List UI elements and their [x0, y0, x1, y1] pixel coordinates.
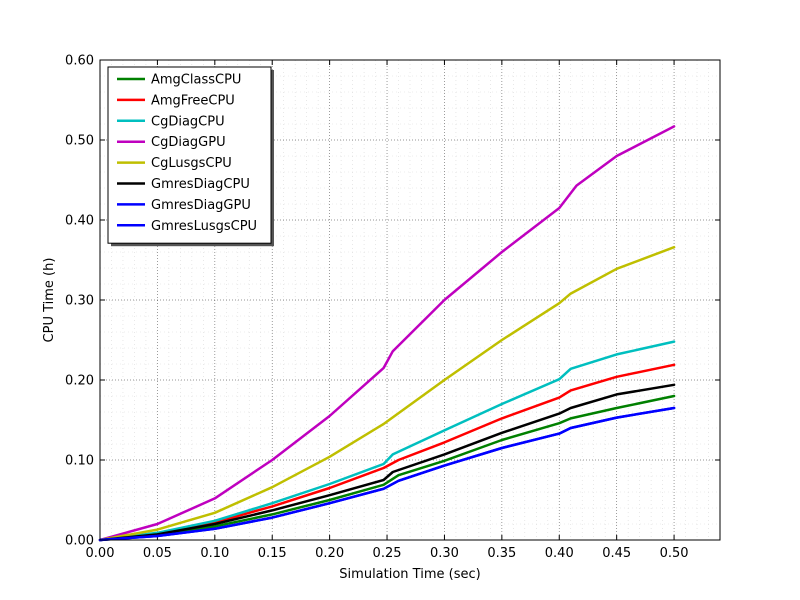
- legend-label-gmresdiaggpu: GmresDiagGPU: [151, 198, 251, 213]
- major-grid: [99, 59, 720, 541]
- y-tick-label: 0.20: [65, 374, 94, 389]
- series-lines: [98, 125, 676, 542]
- series-line-amgclasscpu: [98, 394, 676, 542]
- legend-label-cgdiaggpu: CgDiagGPU: [151, 135, 226, 150]
- series-line-gmresdiagcpu: [98, 383, 676, 542]
- x-tick-label: 0.35: [487, 546, 516, 561]
- x-tick-label: 0.30: [430, 546, 459, 561]
- series-line-cgdiagcpu: [98, 340, 676, 542]
- x-tick-label: 0.05: [143, 546, 172, 561]
- x-tick-label: 0.00: [86, 546, 115, 561]
- series-line-cgdiaggpu: [98, 125, 676, 542]
- y-tick-label: 0.30: [65, 294, 94, 309]
- axis-ticks: [99, 59, 720, 541]
- legend-label-cglusgscpu: CgLusgsCPU: [151, 156, 232, 171]
- x-tick-label: 0.40: [545, 546, 574, 561]
- y-tick-label: 0.60: [65, 54, 94, 69]
- legend-label-gmreslusgscpu: GmresLusgsCPU: [151, 219, 257, 234]
- legend-label-cgdiagcpu: CgDiagCPU: [151, 114, 225, 129]
- y-tick-label: 0.10: [65, 454, 94, 469]
- legend-box: [107, 66, 272, 244]
- legend: AmgClassCPU AmgFreeCPU CgDiagCPU CgDiagGPU C…: [107, 66, 274, 247]
- plot-frame: [99, 59, 721, 541]
- legend-label-amgclasscpu: AmgClassCPU: [151, 73, 241, 88]
- legend-label-gmresdiagcpu: GmresDiagCPU: [151, 177, 250, 192]
- series-line-amgfreecpu: [98, 363, 676, 542]
- x-tick-label: 0.10: [200, 546, 229, 561]
- y-tick-label: 0.40: [65, 214, 94, 229]
- x-tick-label: 0.15: [258, 546, 287, 561]
- y-tick-label: 0.50: [65, 134, 94, 149]
- y-axis-label: CPU Time (h): [42, 258, 57, 343]
- x-axis-label: Simulation Time (sec): [339, 567, 480, 582]
- y-tick-label: 0.00: [65, 534, 94, 549]
- x-tick-label: 0.20: [315, 546, 344, 561]
- x-tick-label: 0.50: [660, 546, 689, 561]
- tick-labels: 0.00 0.05 0.10 0.15 0.20 0.25 0.30 0.35 0.40 0.45…: [65, 54, 689, 562]
- legend-label-amgfreecpu: AmgFreeCPU: [151, 93, 235, 108]
- series-line-cglusgscpu: [98, 245, 676, 542]
- x-tick-label: 0.45: [602, 546, 631, 561]
- series-line-gmreslusgscpu: [98, 406, 676, 542]
- x-tick-label: 0.25: [373, 546, 402, 561]
